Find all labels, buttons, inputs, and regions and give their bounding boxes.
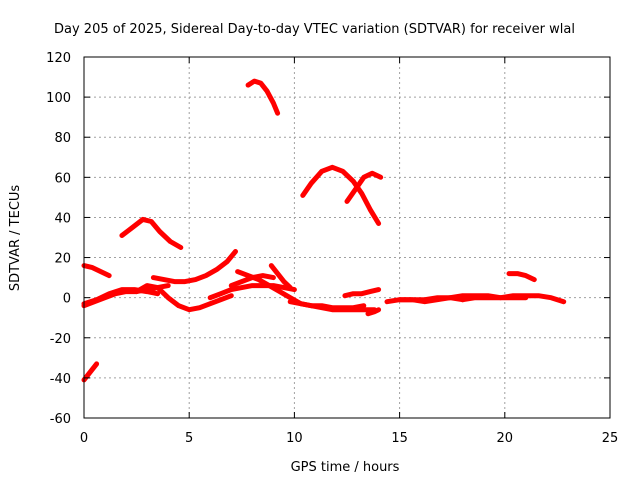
y-tick-label: 40 bbox=[54, 211, 71, 226]
x-tick-label: 15 bbox=[391, 431, 408, 446]
plot-frame bbox=[83, 56, 611, 419]
series-arc-11 bbox=[207, 283, 297, 301]
series-arc-13 bbox=[228, 273, 276, 289]
x-tick-label: 5 bbox=[185, 431, 193, 446]
series-arc-20 bbox=[460, 293, 567, 305]
series-arc-5 bbox=[300, 164, 382, 226]
series-arc-1 bbox=[81, 361, 100, 383]
series-arc-10 bbox=[150, 249, 238, 285]
x-tick-label: 10 bbox=[286, 431, 303, 446]
y-tick-label: -20 bbox=[50, 332, 71, 347]
chart-title: Day 205 of 2025, Sidereal Day-to-day VTE… bbox=[54, 22, 575, 37]
data-series-group bbox=[81, 78, 567, 383]
series-arc-2 bbox=[81, 263, 112, 279]
series-arc-4 bbox=[245, 78, 281, 116]
y-axis-label: SDTVAR / TECUs bbox=[8, 185, 23, 292]
series-arc-9 bbox=[134, 283, 234, 313]
series-arc-15 bbox=[287, 299, 367, 311]
y-tick-label: 0 bbox=[63, 292, 71, 307]
x-tick-label: 20 bbox=[497, 431, 514, 446]
series-arc-17 bbox=[342, 287, 382, 299]
y-tick-label: -40 bbox=[50, 372, 71, 387]
y-tick-label: 120 bbox=[46, 51, 71, 66]
y-tick-label: 60 bbox=[54, 171, 71, 186]
series-arc-16 bbox=[365, 307, 382, 317]
y-tick-label: 80 bbox=[54, 131, 71, 146]
series-arc-6 bbox=[344, 170, 384, 204]
series-arc-14 bbox=[268, 263, 293, 291]
grid-lines bbox=[84, 57, 610, 418]
axis-ticks: 0 5 10 15 20 25 -60 -40 -20 0 20 40 60 80 100 120 bbox=[46, 51, 618, 446]
y-tick-label: 100 bbox=[46, 91, 71, 106]
x-tick-label: 0 bbox=[80, 431, 88, 446]
series-arc-19 bbox=[397, 295, 466, 305]
y-tick-label: -60 bbox=[50, 412, 71, 427]
series-arc-8 bbox=[81, 287, 161, 307]
series-arc-21 bbox=[506, 271, 537, 283]
y-tick-label: 20 bbox=[54, 252, 71, 267]
series-arc-3 bbox=[119, 216, 184, 250]
x-tick-label: 25 bbox=[602, 431, 619, 446]
x-axis-label: GPS time / hours bbox=[291, 460, 400, 475]
